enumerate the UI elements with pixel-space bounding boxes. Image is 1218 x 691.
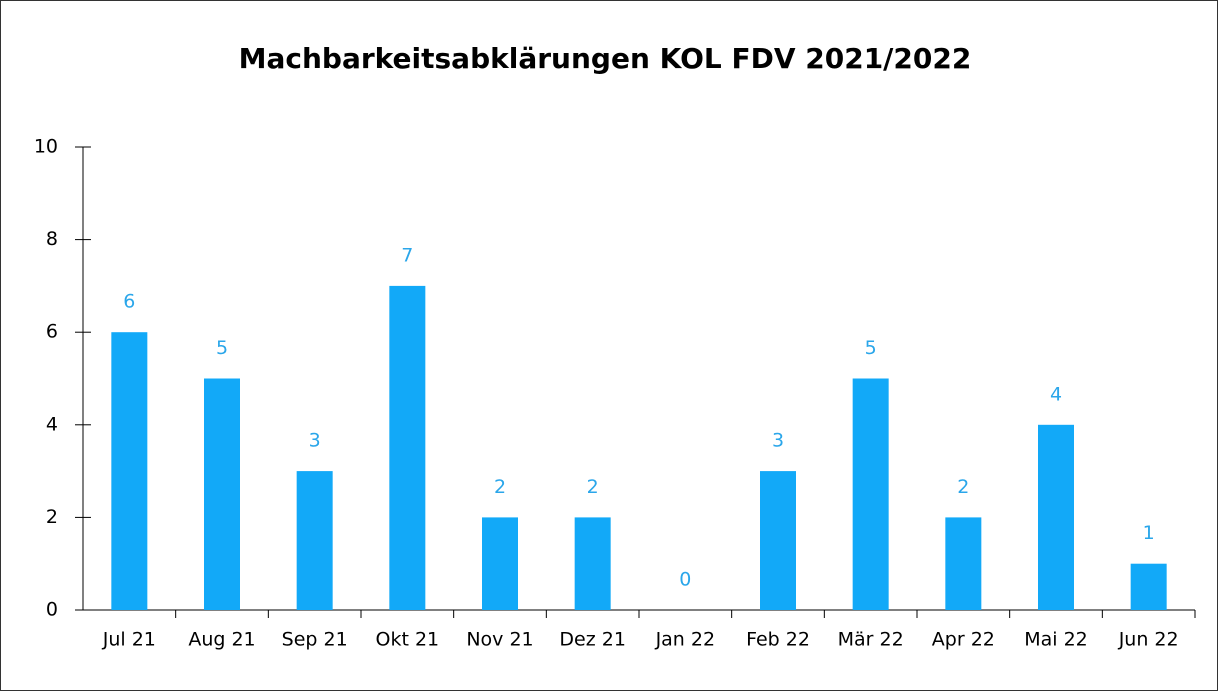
data-label: 6 (123, 291, 135, 313)
y-tick-label: 6 (46, 321, 58, 343)
bar (204, 378, 240, 610)
bar (852, 378, 889, 610)
bar (389, 285, 426, 610)
x-tick-label: Aug 21 (188, 629, 255, 651)
data-label: 3 (309, 430, 321, 452)
data-label: 3 (772, 430, 784, 452)
x-tick-label: Jul 21 (102, 629, 156, 651)
x-tick-label: Sep 21 (282, 629, 348, 651)
bar (111, 332, 148, 610)
y-tick-label: 8 (46, 228, 58, 250)
data-label: 2 (494, 476, 506, 498)
data-label: 2 (957, 476, 969, 498)
bar (1038, 424, 1074, 610)
x-tick-label: Apr 22 (932, 629, 995, 651)
bar (296, 471, 333, 610)
chart-title: Machbarkeitsabklärungen KOL FDV 2021/202… (239, 42, 972, 75)
x-tick-label: Mär 22 (838, 629, 904, 651)
x-tick-label: Feb 22 (746, 629, 810, 651)
x-tick-label: Jan 22 (655, 629, 716, 651)
data-label: 7 (401, 244, 413, 266)
bar (760, 471, 796, 610)
data-label: 2 (587, 476, 599, 498)
y-tick-label: 2 (46, 506, 58, 528)
data-label: 5 (216, 337, 228, 359)
bar (1130, 563, 1167, 610)
y-tick-label: 4 (46, 413, 58, 435)
data-label: 4 (1050, 383, 1062, 405)
bar (945, 517, 982, 610)
x-tick-label: Okt 21 (376, 629, 440, 651)
data-label: 5 (865, 337, 877, 359)
x-tick-label: Jun 22 (1118, 629, 1179, 651)
x-tick-label: Nov 21 (466, 629, 533, 651)
x-tick-label: Dez 21 (559, 629, 626, 651)
bar (574, 517, 611, 610)
y-tick-label: 0 (46, 599, 58, 621)
y-tick-label: 10 (34, 136, 58, 158)
bar (482, 517, 518, 610)
data-label: 0 (679, 569, 691, 591)
data-label: 1 (1143, 522, 1155, 544)
x-tick-label: Mai 22 (1024, 629, 1088, 651)
